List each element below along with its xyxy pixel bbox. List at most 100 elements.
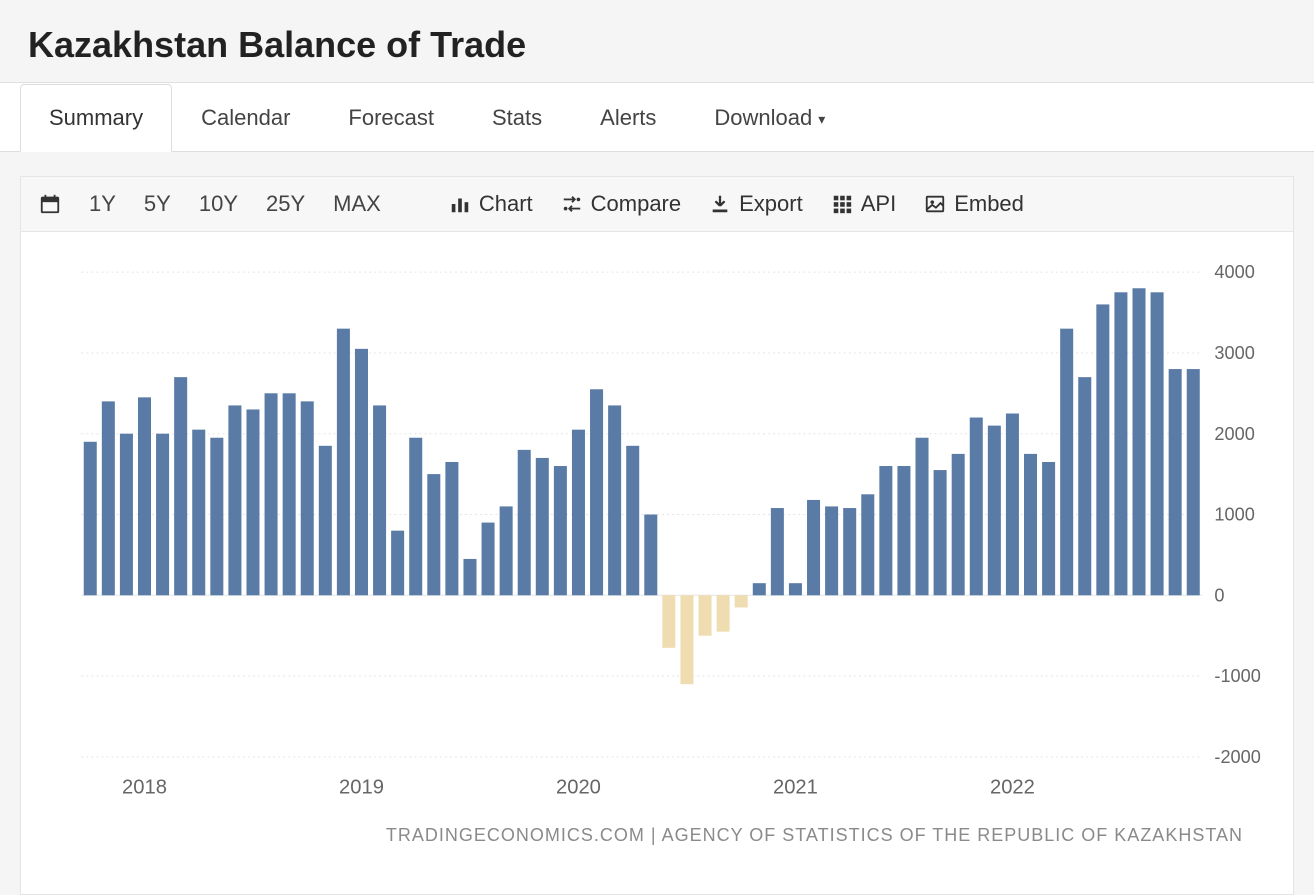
bar bbox=[843, 508, 856, 595]
bar bbox=[500, 506, 513, 595]
bar bbox=[536, 458, 549, 595]
bar bbox=[1024, 454, 1037, 595]
bar bbox=[337, 329, 350, 596]
range-max[interactable]: MAX bbox=[333, 191, 381, 217]
bar bbox=[789, 583, 802, 595]
y-tick-label: -2000 bbox=[1214, 747, 1260, 767]
page-title: Kazakhstan Balance of Trade bbox=[28, 24, 1286, 66]
bar bbox=[482, 523, 495, 596]
bar bbox=[970, 418, 983, 596]
bar bbox=[861, 494, 874, 595]
calendar-button[interactable] bbox=[39, 193, 61, 215]
bar bbox=[373, 405, 386, 595]
chart-container: -2000-1000010002000300040002018201920202… bbox=[20, 232, 1294, 895]
bar bbox=[626, 446, 639, 595]
tab-forecast[interactable]: Forecast bbox=[319, 84, 463, 152]
bar bbox=[84, 442, 97, 596]
y-tick-label: 0 bbox=[1214, 585, 1224, 605]
chart-type-button[interactable]: Chart bbox=[449, 191, 533, 217]
bar bbox=[1114, 292, 1127, 595]
range-25y[interactable]: 25Y bbox=[266, 191, 305, 217]
compare-button[interactable]: Compare bbox=[561, 191, 681, 217]
tab-alerts[interactable]: Alerts bbox=[571, 84, 685, 152]
bar bbox=[879, 466, 892, 595]
calendar-icon bbox=[39, 193, 61, 215]
chevron-down-icon: ▾ bbox=[818, 111, 825, 127]
export-label: Export bbox=[739, 191, 803, 217]
embed-button[interactable]: Embed bbox=[924, 191, 1024, 217]
bar bbox=[1006, 413, 1019, 595]
x-tick-label: 2021 bbox=[773, 776, 818, 798]
tab-download[interactable]: Download ▾ bbox=[685, 84, 854, 152]
tab-summary[interactable]: Summary bbox=[20, 84, 172, 152]
y-tick-label: 2000 bbox=[1214, 424, 1254, 444]
bar bbox=[409, 438, 422, 596]
range-5y[interactable]: 5Y bbox=[144, 191, 171, 217]
bar bbox=[156, 434, 169, 596]
bar bbox=[355, 349, 368, 595]
bar bbox=[735, 595, 748, 607]
bar bbox=[753, 583, 766, 595]
x-tick-label: 2019 bbox=[339, 776, 384, 798]
bar bbox=[590, 389, 603, 595]
bar bbox=[210, 438, 223, 596]
bar-chart-icon bbox=[449, 193, 471, 215]
bar bbox=[102, 401, 115, 595]
tab-label: Stats bbox=[492, 105, 542, 130]
bar bbox=[644, 514, 657, 595]
bar bbox=[319, 446, 332, 595]
tab-label: Forecast bbox=[348, 105, 434, 130]
bar bbox=[807, 500, 820, 595]
bar bbox=[554, 466, 567, 595]
y-tick-label: 4000 bbox=[1214, 262, 1254, 282]
y-tick-label: 3000 bbox=[1214, 343, 1254, 363]
bar bbox=[771, 508, 784, 595]
bar bbox=[1042, 462, 1055, 595]
bar bbox=[825, 506, 838, 595]
bar bbox=[246, 409, 259, 595]
bar bbox=[717, 595, 730, 631]
bar bbox=[934, 470, 947, 595]
bar bbox=[192, 430, 205, 596]
tab-label: Download bbox=[714, 105, 812, 130]
export-button[interactable]: Export bbox=[709, 191, 803, 217]
bar bbox=[120, 434, 133, 596]
balance-of-trade-chart: -2000-1000010002000300040002018201920202… bbox=[61, 262, 1273, 807]
chart-toolbar: 1Y 5Y 10Y 25Y MAX Chart Compare Export API E… bbox=[20, 176, 1294, 232]
bar bbox=[265, 393, 278, 595]
compare-label: Compare bbox=[591, 191, 681, 217]
bar bbox=[1169, 369, 1182, 595]
bar bbox=[391, 531, 404, 596]
bar bbox=[1151, 292, 1164, 595]
bar bbox=[897, 466, 910, 595]
bar bbox=[228, 405, 241, 595]
tabs-row: Summary Calendar Forecast Stats Alerts Downlo… bbox=[0, 83, 1314, 152]
bar bbox=[138, 397, 151, 595]
tab-label: Summary bbox=[49, 105, 143, 130]
bar bbox=[301, 401, 314, 595]
bar bbox=[1078, 377, 1091, 595]
range-1y[interactable]: 1Y bbox=[89, 191, 116, 217]
compare-icon bbox=[561, 193, 583, 215]
x-tick-label: 2022 bbox=[990, 776, 1035, 798]
api-button[interactable]: API bbox=[831, 191, 896, 217]
bar bbox=[1187, 369, 1200, 595]
tab-label: Alerts bbox=[600, 105, 656, 130]
bar bbox=[952, 454, 965, 595]
range-10y[interactable]: 10Y bbox=[199, 191, 238, 217]
bar bbox=[518, 450, 531, 595]
bar bbox=[608, 405, 621, 595]
api-label: API bbox=[861, 191, 896, 217]
bar bbox=[1060, 329, 1073, 596]
tab-calendar[interactable]: Calendar bbox=[172, 84, 319, 152]
download-icon bbox=[709, 193, 731, 215]
bar bbox=[427, 474, 440, 595]
bar bbox=[463, 559, 476, 595]
tab-stats[interactable]: Stats bbox=[463, 84, 571, 152]
page-header: Kazakhstan Balance of Trade bbox=[0, 0, 1314, 83]
chart-type-label: Chart bbox=[479, 191, 533, 217]
bar bbox=[283, 393, 296, 595]
bar bbox=[680, 595, 693, 684]
bar bbox=[662, 595, 675, 648]
bar bbox=[1132, 288, 1145, 595]
